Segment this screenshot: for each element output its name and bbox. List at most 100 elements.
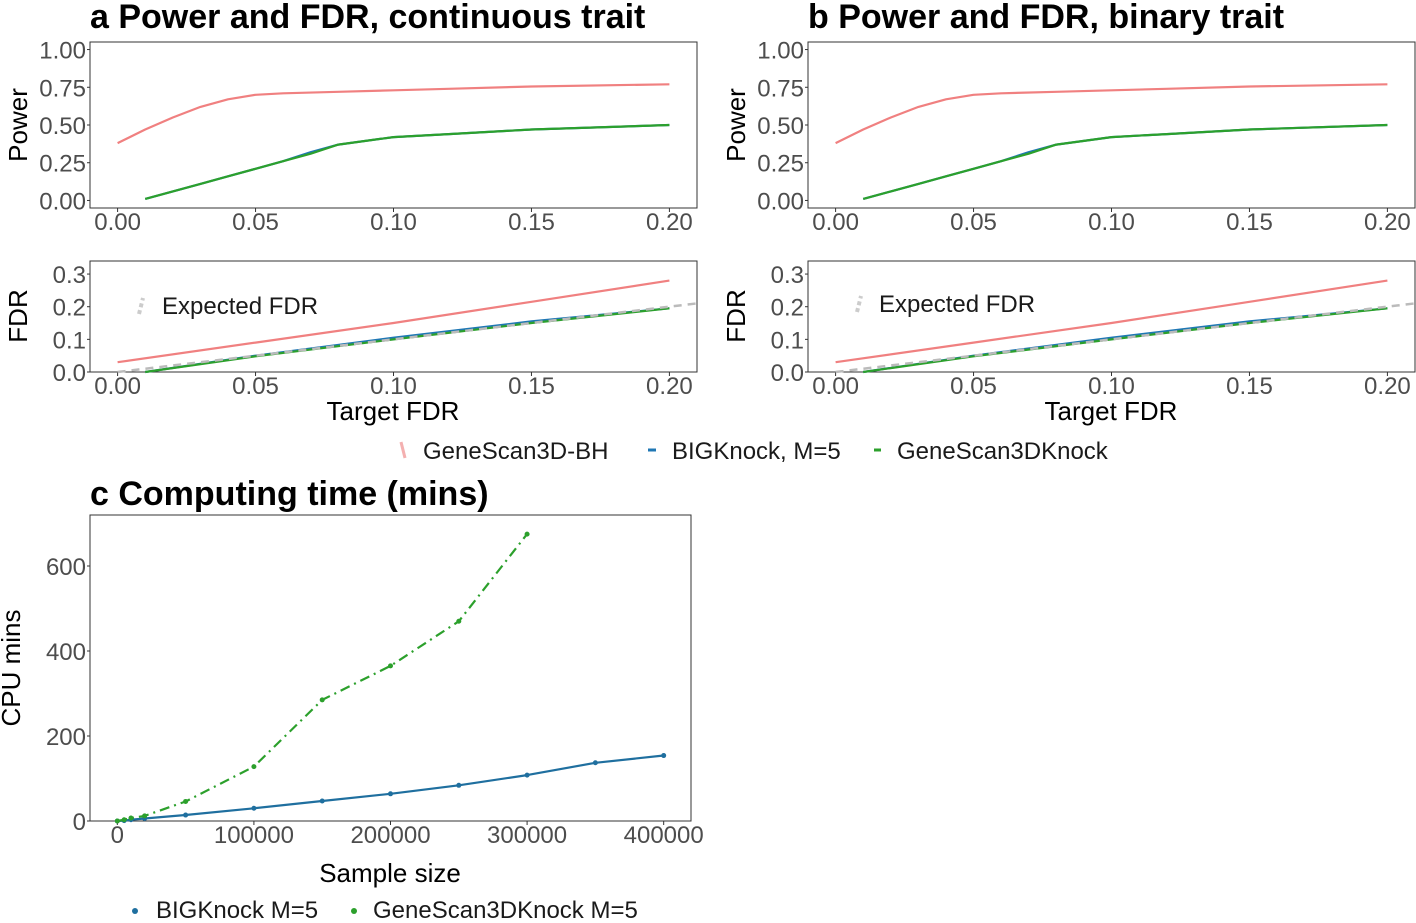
series-point-1 xyxy=(388,663,393,669)
y-tick-label: 0.0 xyxy=(771,360,804,387)
series-point-0 xyxy=(456,782,462,788)
y-tick-label: 0.25 xyxy=(757,151,804,178)
x-tick-label: 0 xyxy=(111,822,124,849)
series-line-2 xyxy=(862,123,1388,200)
x-tick-label: 0.00 xyxy=(812,209,859,236)
xlabel-b-fdr: Target FDR xyxy=(1045,396,1178,426)
x-tick-label: 0.15 xyxy=(508,373,555,400)
plot-border xyxy=(807,41,1416,209)
x-tick-label: 100000 xyxy=(214,822,294,849)
ylabel-b-fdr: FDR xyxy=(721,289,751,342)
x-tick-label: 0.10 xyxy=(1088,209,1135,236)
series-point-0 xyxy=(661,753,667,759)
x-tick-label: 0.20 xyxy=(646,209,693,236)
x-tick-label: 0.10 xyxy=(1088,373,1135,400)
y-tick-label: 0.2 xyxy=(771,295,804,322)
series-point-0 xyxy=(388,791,393,797)
expected-fdr-label-b: Expected FDR xyxy=(879,291,1035,318)
legend-top: GeneScan3D-BH BIGKnock, M=5 GeneScan3DKn… xyxy=(399,438,1109,465)
x-tick-label: 0.05 xyxy=(950,373,997,400)
y-tick-label: 0.1 xyxy=(771,327,804,354)
ylabel-a-fdr: FDR xyxy=(3,289,33,342)
y-tick-label: 1.00 xyxy=(39,38,86,65)
expected-fdr-annotation-a: Expected FDR xyxy=(137,293,318,320)
series-point-1 xyxy=(456,618,462,624)
legend-item-genescan3d-bh: GeneScan3D-BH xyxy=(399,438,608,465)
y-tick-label: 0.3 xyxy=(771,262,804,289)
series-line-0 xyxy=(835,83,1388,145)
series-point-1 xyxy=(251,764,257,770)
y-tick-label: 600 xyxy=(46,554,86,581)
y-tick-label: 0.75 xyxy=(39,75,86,102)
legend-label-bigknock: BIGKnock, M=5 xyxy=(672,438,841,465)
series-point-1 xyxy=(128,815,134,821)
series-point-1 xyxy=(121,817,127,823)
y-tick-label: 1.00 xyxy=(757,38,804,65)
x-tick-label: 0.10 xyxy=(370,209,417,236)
y-tick-label: 0.25 xyxy=(39,151,86,178)
x-tick-label: 0.05 xyxy=(232,209,279,236)
panel-c-time: 0 100000 200000 300000 400000 0 200 400 600 xyxy=(46,514,704,849)
x-tick-label: 0.20 xyxy=(1364,209,1411,236)
panel-b-power: 0.00 0.05 0.10 0.15 0.20 0.00 0.25 0.50 0.75 1.00 xyxy=(757,38,1416,236)
panel-b-fdr: 0.00 0.05 0.10 0.15 0.20 0.0 0.1 0.2 0.3 xyxy=(771,260,1416,400)
series-line-1 xyxy=(117,533,528,823)
series-point-1 xyxy=(319,697,325,703)
series-line-2 xyxy=(144,123,670,200)
x-tick-label: 0.10 xyxy=(370,373,417,400)
x-tick-label: 200000 xyxy=(350,822,430,849)
x-tick-label: 0.00 xyxy=(812,373,859,400)
panel-a-power: 0.00 0.05 0.10 0.15 0.20 0.00 0.25 0.50 0.75 1.00 xyxy=(39,38,698,236)
series-point-0 xyxy=(524,772,530,778)
series-point-0 xyxy=(251,805,257,811)
legend-label-genescan3dknock: GeneScan3DKnock xyxy=(897,438,1109,465)
ylabel-a-power: Power xyxy=(3,88,33,162)
legend-key-genescan3d-bh xyxy=(399,441,407,459)
series-point-1 xyxy=(114,818,120,824)
series-line-0 xyxy=(117,279,670,364)
title-b: b Power and FDR, binary trait xyxy=(808,0,1284,36)
y-tick-label: 0.50 xyxy=(757,113,804,140)
series-line-0 xyxy=(835,279,1388,364)
y-tick-label: 200 xyxy=(46,724,86,751)
series-point-1 xyxy=(183,798,189,804)
legend-item-bigknock-m5: BIGKnock M=5 xyxy=(132,897,318,923)
y-tick-label: 400 xyxy=(46,639,86,666)
expected-fdr-label-a: Expected FDR xyxy=(162,293,318,320)
y-tick-label: 0.00 xyxy=(757,188,804,215)
xlabel-c: Sample size xyxy=(319,858,461,888)
expected-fdr-key-b xyxy=(855,295,863,313)
series-point-1 xyxy=(142,813,148,819)
y-tick-label: 0.75 xyxy=(757,75,804,102)
series-line-0 xyxy=(117,754,664,823)
legend-label-bigknock-m5: BIGKnock M=5 xyxy=(156,897,318,923)
series-point-0 xyxy=(319,798,325,804)
title-c: c Computing time (mins) xyxy=(90,475,489,513)
x-tick-label: 0.05 xyxy=(232,373,279,400)
y-tick-label: 0.00 xyxy=(39,188,86,215)
series-line-0 xyxy=(117,83,670,145)
legend-key-bigknock-m5 xyxy=(132,908,138,914)
x-tick-label: 400000 xyxy=(624,822,704,849)
expected-fdr-key-a xyxy=(137,297,145,315)
x-tick-label: 0.20 xyxy=(1364,373,1411,400)
plot-border xyxy=(89,41,698,209)
y-tick-label: 0.0 xyxy=(53,360,86,387)
x-tick-label: 300000 xyxy=(487,822,567,849)
legend-bottom: BIGKnock M=5 GeneScan3DKnock M=5 xyxy=(132,897,638,923)
panel-a-fdr: 0.00 0.05 0.10 0.15 0.20 0.0 0.1 0.2 0.3 xyxy=(53,260,698,400)
ylabel-c: CPU mins xyxy=(0,609,26,726)
series-point-0 xyxy=(183,812,189,818)
y-tick-label: 0.2 xyxy=(53,295,86,322)
series-point-0 xyxy=(592,760,598,766)
x-tick-label: 0.15 xyxy=(1226,209,1273,236)
series-point-1 xyxy=(524,531,530,537)
x-tick-label: 0.00 xyxy=(94,209,141,236)
legend-item-genescan3dknock-m5: GeneScan3DKnock M=5 xyxy=(351,897,638,923)
y-tick-label: 0 xyxy=(73,809,86,836)
legend-label-genescan3dknock-m5: GeneScan3DKnock M=5 xyxy=(373,897,638,923)
legend-key-genescan3dknock-m5 xyxy=(351,908,357,914)
x-tick-label: 0.00 xyxy=(94,373,141,400)
expected-fdr-annotation-b: Expected FDR xyxy=(855,291,1035,318)
